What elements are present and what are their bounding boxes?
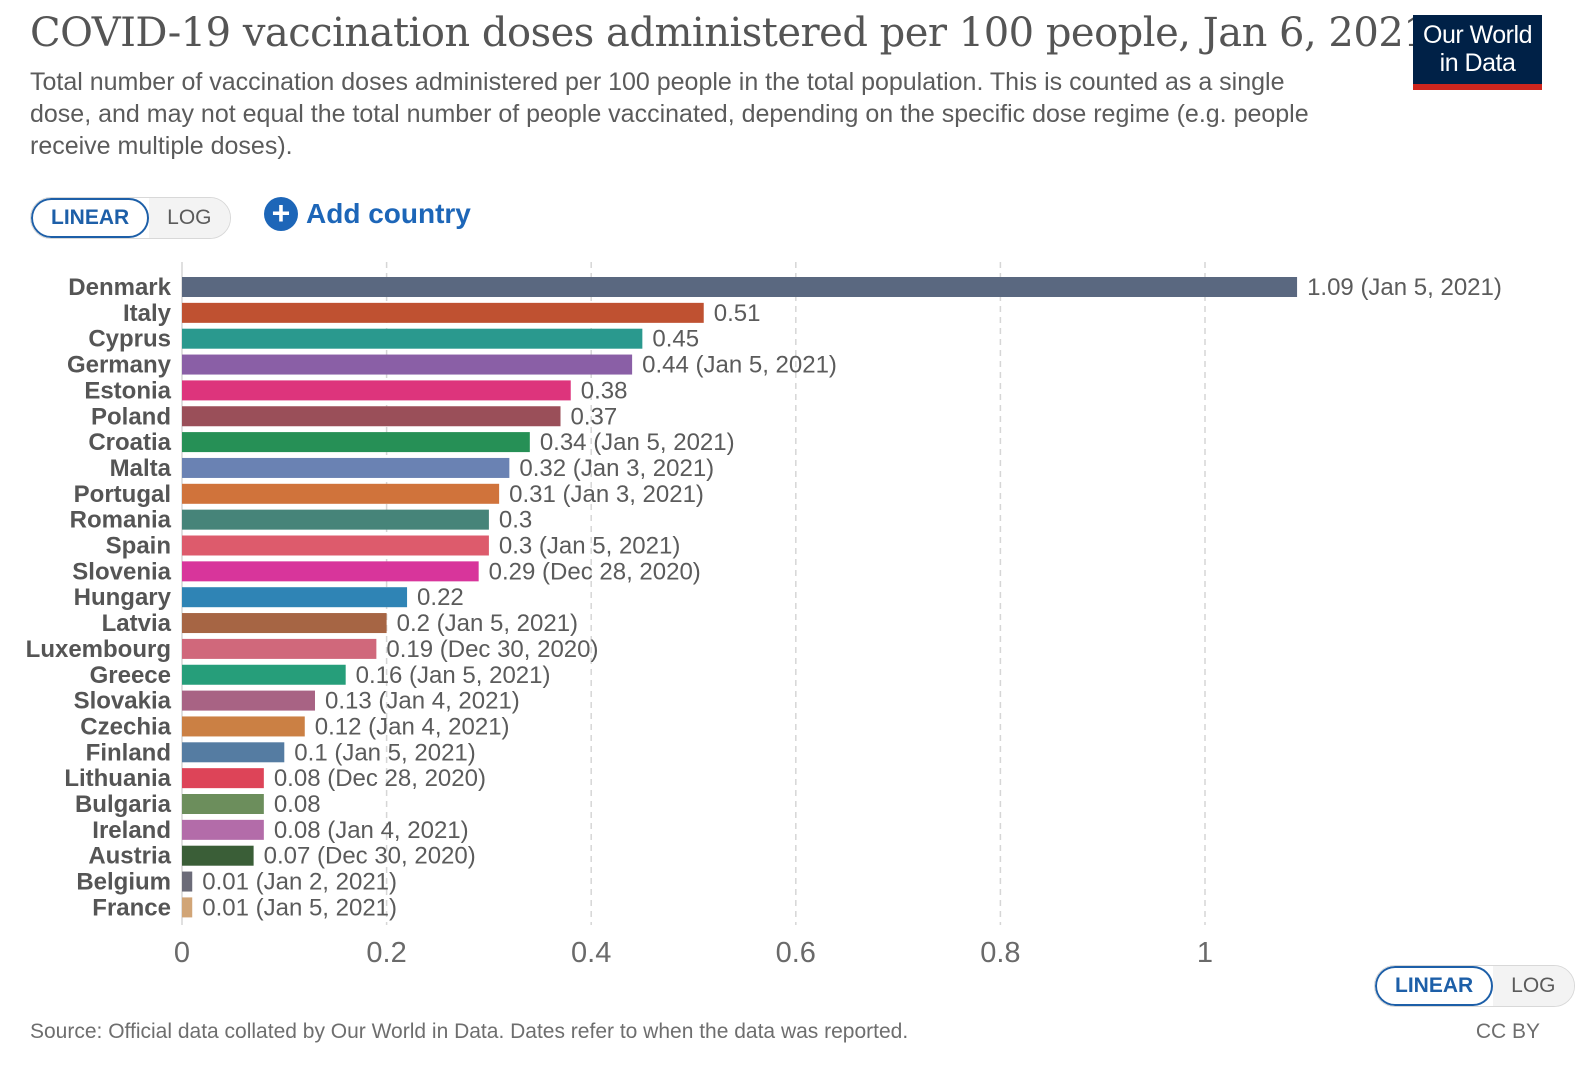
category-label: Luxembourg xyxy=(26,636,171,663)
value-label: 0.07 (Dec 30, 2020) xyxy=(264,843,476,870)
x-tick-label: 0.8 xyxy=(980,937,1020,969)
value-label: 0.31 (Jan 3, 2021) xyxy=(509,481,704,508)
plus-circle-icon: + xyxy=(264,197,298,231)
bar[interactable] xyxy=(182,819,264,840)
log-scale-button-bottom[interactable]: LOG xyxy=(1493,966,1574,1006)
category-label: Denmark xyxy=(68,274,171,301)
license-link[interactable]: CC BY xyxy=(1475,1020,1540,1043)
value-label: 0.37 xyxy=(571,403,618,430)
linear-scale-button-bottom[interactable]: LINEAR xyxy=(1375,966,1494,1006)
bar[interactable] xyxy=(182,742,285,763)
add-country-label: Add country xyxy=(306,198,471,229)
value-label: 0.19 (Dec 30, 2020) xyxy=(386,636,598,663)
value-label: 0.32 (Jan 3, 2021) xyxy=(519,455,714,482)
bar[interactable] xyxy=(182,483,500,504)
bar-chart: 0 0.2 0.4 0.6 0.8 1 Denmark 1.09 (Jan 5, 2021) I… xyxy=(26,262,1502,969)
bar[interactable] xyxy=(182,561,479,582)
category-label: Greece xyxy=(90,662,171,689)
bar[interactable] xyxy=(182,380,571,401)
source-note: Source: Official data collated by Our Wo… xyxy=(30,1020,909,1043)
x-tick-label: 0.6 xyxy=(776,937,816,969)
value-label: 0.3 xyxy=(499,507,532,534)
bar[interactable] xyxy=(182,794,264,814)
bar[interactable] xyxy=(182,897,193,918)
category-label: Bulgaria xyxy=(75,791,172,818)
x-tick-label: 0.4 xyxy=(571,937,611,969)
bar[interactable] xyxy=(182,768,264,789)
logo-line-1: Our World xyxy=(1423,21,1532,49)
bar[interactable] xyxy=(182,613,387,634)
category-label: Austria xyxy=(88,843,171,870)
x-tick-label: 0 xyxy=(174,937,190,969)
value-label: 0.22 xyxy=(417,584,464,611)
bar[interactable] xyxy=(182,716,305,737)
value-label: 0.3 (Jan 5, 2021) xyxy=(499,533,680,560)
category-label: Hungary xyxy=(74,584,172,611)
category-label: Poland xyxy=(91,403,171,430)
owid-logo[interactable]: Our World in Data xyxy=(1413,15,1542,90)
category-label: Estonia xyxy=(84,377,171,404)
category-label: Slovenia xyxy=(72,558,171,585)
category-label: Croatia xyxy=(88,429,171,456)
value-label: 0.38 xyxy=(581,377,628,404)
category-label: Czechia xyxy=(80,713,171,740)
value-label: 0.51 xyxy=(714,300,761,327)
category-label: Romania xyxy=(70,507,172,534)
value-label: 1.09 (Jan 5, 2021) xyxy=(1307,274,1502,301)
bar[interactable] xyxy=(182,432,530,453)
scale-toggle-bottom: LINEAR LOG xyxy=(1374,965,1575,1007)
category-label: Ireland xyxy=(92,817,171,844)
value-label: 0.01 (Jan 2, 2021) xyxy=(202,869,397,896)
add-country-button[interactable]: + Add country xyxy=(264,197,471,231)
value-label: 0.08 xyxy=(274,791,321,818)
chart-title: COVID-19 vaccination doses administered … xyxy=(30,10,1429,56)
bar[interactable] xyxy=(182,328,643,349)
category-label: Portugal xyxy=(74,481,171,508)
value-label: 0.2 (Jan 5, 2021) xyxy=(397,610,578,637)
value-label: 0.08 (Dec 28, 2020) xyxy=(274,765,486,792)
bar[interactable] xyxy=(182,277,1298,297)
category-label: Malta xyxy=(110,455,172,482)
bar[interactable] xyxy=(182,587,408,608)
value-label: 0.16 (Jan 5, 2021) xyxy=(356,662,551,689)
category-label: Finland xyxy=(86,739,171,766)
log-scale-button[interactable]: LOG xyxy=(149,198,230,238)
bar[interactable] xyxy=(182,509,489,530)
category-label: France xyxy=(92,894,171,921)
value-label: 0.44 (Jan 5, 2021) xyxy=(642,352,837,379)
category-label: Cyprus xyxy=(88,326,171,353)
value-label: 0.1 (Jan 5, 2021) xyxy=(294,739,475,766)
bar[interactable] xyxy=(182,535,489,556)
category-label: Slovakia xyxy=(74,688,172,715)
value-label: 0.12 (Jan 4, 2021) xyxy=(315,713,510,740)
bar[interactable] xyxy=(182,457,510,478)
bar[interactable] xyxy=(182,845,254,866)
bar[interactable] xyxy=(182,690,315,711)
value-label: 0.13 (Jan 4, 2021) xyxy=(325,688,520,715)
category-label: Italy xyxy=(123,300,172,327)
value-label: 0.34 (Jan 5, 2021) xyxy=(540,429,735,456)
bar[interactable] xyxy=(182,354,633,375)
category-label: Belgium xyxy=(76,869,171,896)
bar[interactable] xyxy=(182,871,193,892)
bar[interactable] xyxy=(182,406,561,427)
value-label: 0.08 (Jan 4, 2021) xyxy=(274,817,469,844)
x-tick-label: 1 xyxy=(1197,937,1213,969)
bar[interactable] xyxy=(182,664,346,685)
logo-line-2: in Data xyxy=(1439,49,1516,77)
bar[interactable] xyxy=(182,302,704,323)
category-label: Germany xyxy=(67,352,172,379)
bar[interactable] xyxy=(182,638,377,659)
value-label: 0.45 xyxy=(652,326,699,353)
chart-subtitle: Total number of vaccination doses admini… xyxy=(30,68,1309,160)
category-label: Spain xyxy=(106,533,171,560)
linear-scale-button[interactable]: LINEAR xyxy=(31,198,150,238)
category-label: Lithuania xyxy=(64,765,171,792)
value-label: 0.01 (Jan 5, 2021) xyxy=(202,894,397,921)
scale-toggle-top: LINEAR LOG xyxy=(30,197,231,239)
x-tick-label: 0.2 xyxy=(366,937,406,969)
category-label: Latvia xyxy=(102,610,172,637)
value-label: 0.29 (Dec 28, 2020) xyxy=(489,558,701,585)
